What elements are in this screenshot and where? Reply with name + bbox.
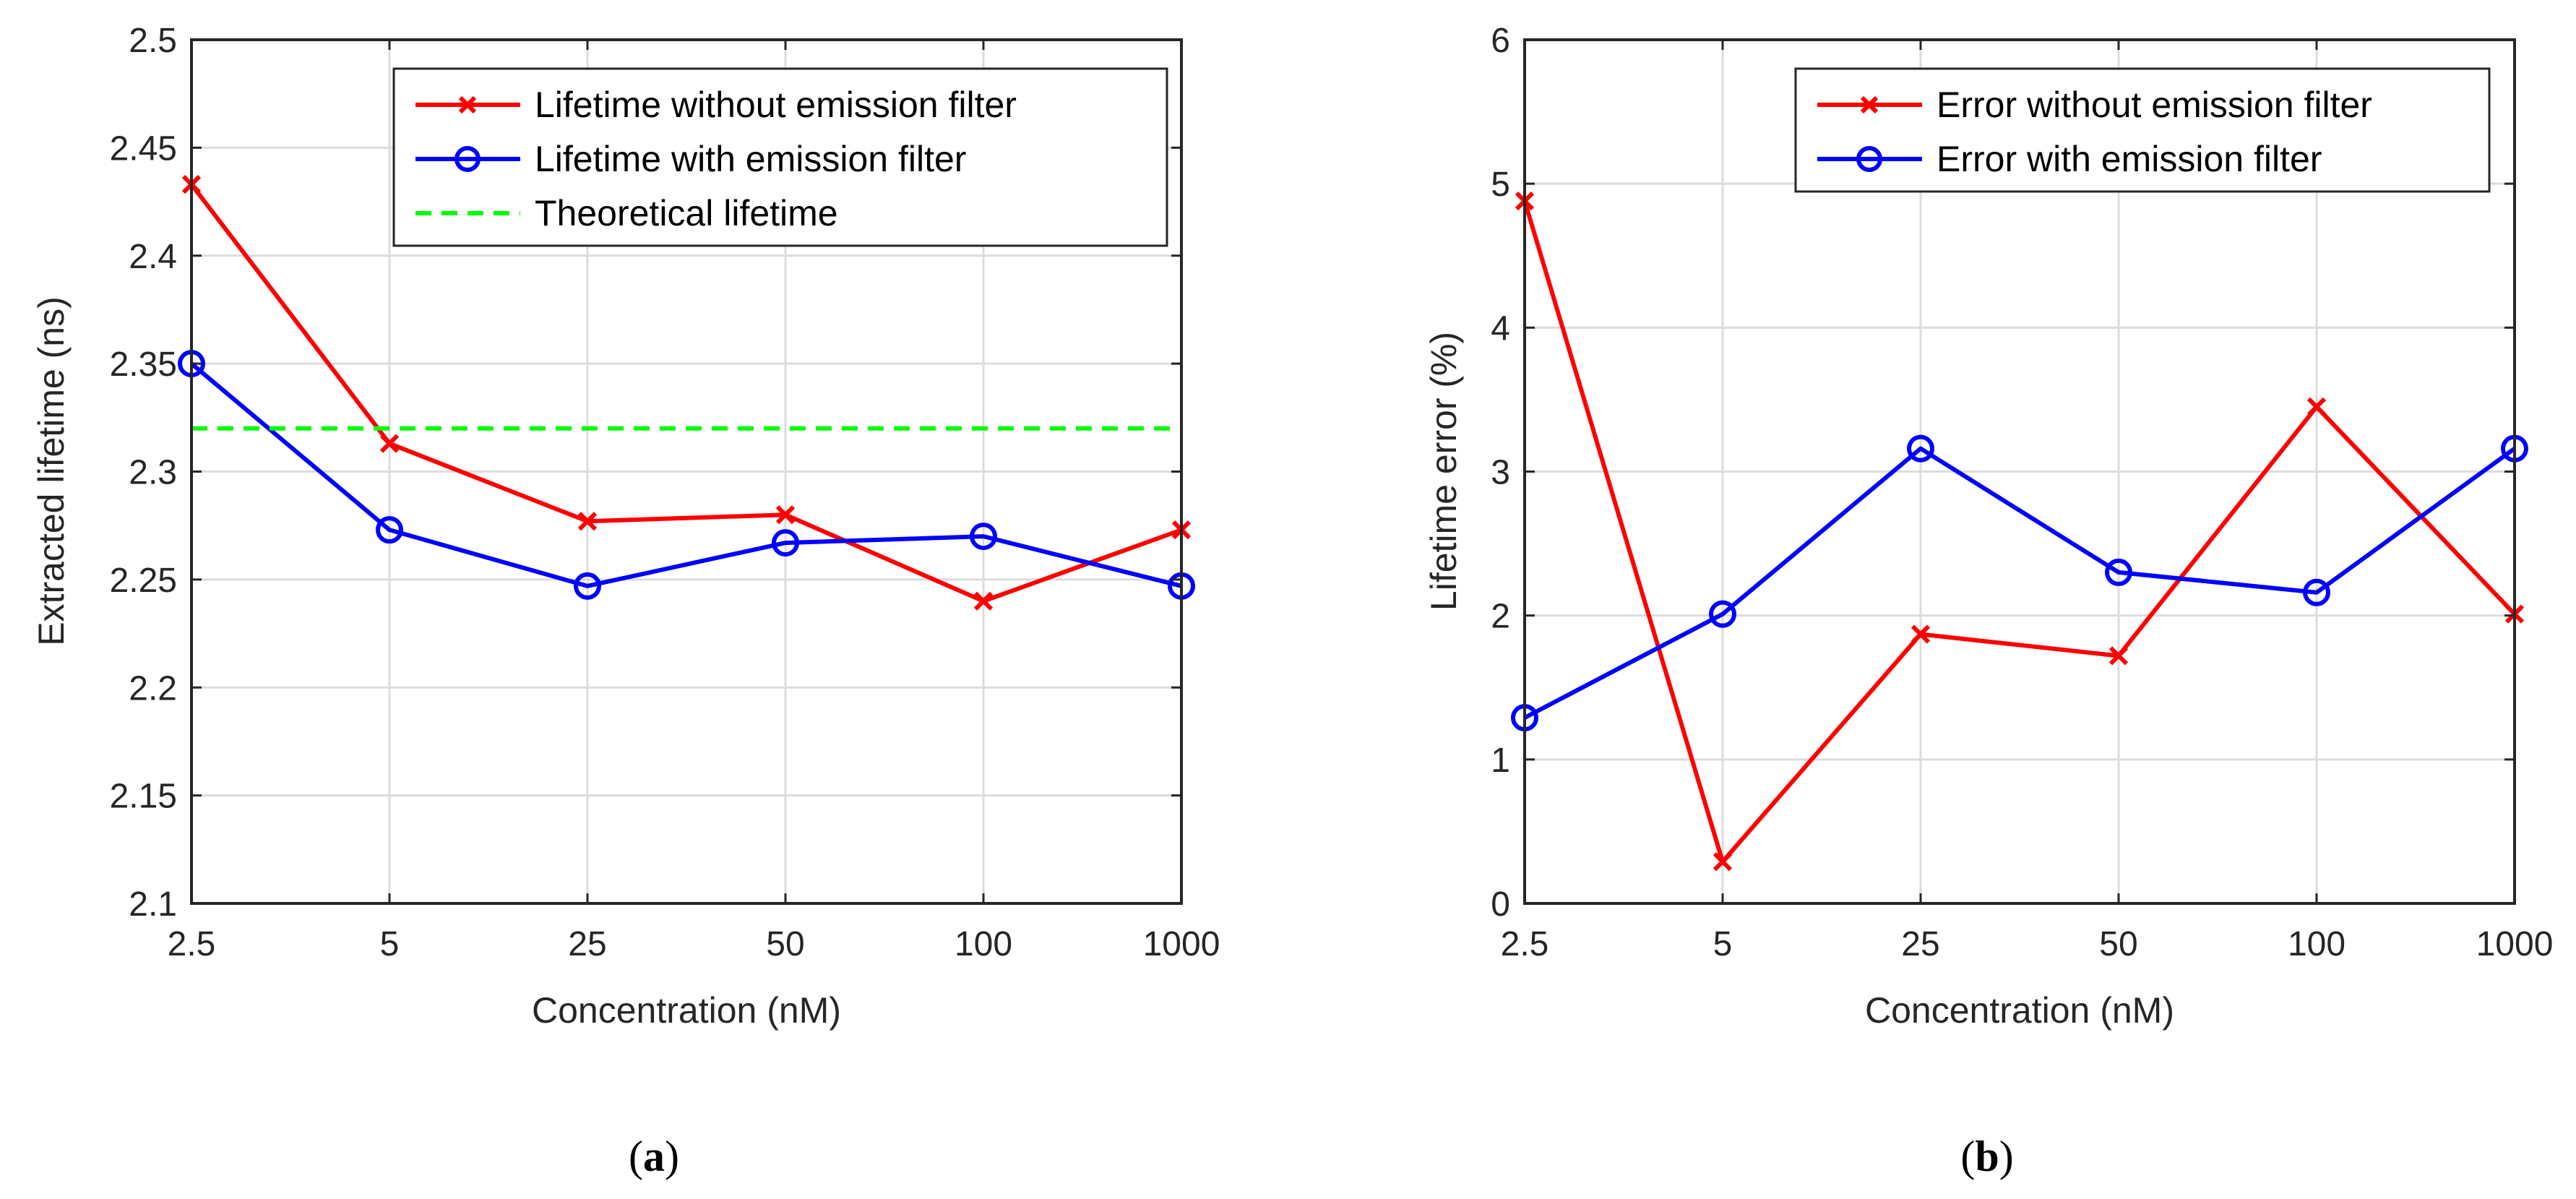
data-point-circle-a-1: [574, 572, 601, 600]
tick-labels-b: 2.5 5 25 50 100 1000 0 1 2 3 4 5 6: [1491, 22, 2553, 963]
y-tick-label-a: 2.25: [110, 562, 177, 600]
x-tick-label-a: 100: [955, 925, 1012, 963]
data-point-x-a-0: [775, 505, 796, 525]
y-tick-label-a: 2.15: [110, 778, 177, 816]
caption-letter-a: a: [643, 1133, 665, 1180]
data-point-circle-b-1: [1907, 434, 1934, 463]
legend-marker-circle-icon: [1856, 146, 1882, 172]
legend-a: Lifetime without emission filter Lifetim…: [392, 67, 1168, 247]
data-point-circle-a-1: [772, 529, 799, 557]
legend-label-b-0: Error without emission filter: [1937, 85, 2372, 125]
y-tick-label-a: 2.2: [129, 669, 177, 708]
data-point-x-b-0: [2108, 646, 2129, 666]
series-group-a: [178, 175, 1195, 611]
y-tick-label-a: 2.1: [129, 885, 177, 924]
data-point-x-a-0: [379, 434, 400, 453]
y-tick-label-b: 6: [1491, 22, 1510, 60]
tick-labels-a: 2.5 5 25 50 100 1000 2.1 2.15 2.2 2.25 2.3 2.35 2.4 2…: [110, 22, 1220, 963]
legend-marker-x-icon: [1860, 95, 1879, 114]
legend-marker-x-icon: [458, 95, 477, 114]
data-point-circle-b-1: [2105, 558, 2132, 586]
y-tick-label-a: 2.35: [110, 345, 177, 384]
data-point-x-a-0: [577, 512, 598, 531]
y-tick-label-a: 2.3: [129, 454, 177, 492]
y-tick-label-b: 5: [1491, 166, 1510, 204]
panel-caption-a: (a): [629, 1133, 679, 1180]
series-line-a-0: [189, 183, 1183, 603]
data-point-x-b-0: [1713, 852, 1733, 872]
x-tick-label-b: 2.5: [1501, 925, 1549, 963]
x-axis-label-b: Concentration (nM): [1865, 990, 2174, 1031]
data-point-x-a-0: [973, 591, 994, 611]
series-group-b: [1511, 191, 2528, 872]
legend-marker-circle-icon: [455, 146, 481, 172]
legend-b: Error without emission filter Error with…: [1794, 67, 2491, 193]
x-axis-label-a: Concentration (nM): [532, 990, 841, 1031]
y-axis-label-a: Extracted lifetime (ns): [31, 296, 72, 645]
data-point-circle-a-1: [970, 523, 997, 551]
y-tick-label-a: 2.5: [129, 22, 177, 60]
series-line-b-0: [1522, 200, 2517, 864]
y-tick-label-b: 4: [1491, 309, 1510, 348]
chart-panel-b: 2.5 5 25 50 100 1000 0 1 2 3 4 5 6 Concentration (nM…: [1423, 22, 2553, 1180]
data-point-circle-b-1: [1709, 600, 1736, 628]
x-tick-label-b: 50: [2099, 925, 2137, 963]
data-point-circle-a-1: [376, 516, 403, 544]
y-tick-label-b: 3: [1491, 454, 1510, 492]
legend-label-b-1: Error with emission filter: [1937, 139, 2322, 179]
y-tick-label-b: 1: [1491, 742, 1510, 780]
x-tick-label-a: 5: [380, 925, 400, 963]
panel-caption-b: (b): [1960, 1133, 2013, 1180]
legend-box-a: [392, 67, 1168, 247]
y-tick-label-b: 0: [1491, 885, 1510, 924]
y-tick-label-a: 2.4: [129, 238, 177, 276]
legend-box-b: [1794, 67, 2491, 193]
x-tick-label-b: 100: [2288, 925, 2345, 963]
x-tick-label-b: 1000: [2476, 925, 2554, 963]
x-tick-label-a: 2.5: [168, 925, 216, 963]
legend-label-a-2: Theoretical lifetime: [535, 193, 838, 233]
chart-panel-a: 2.5 5 25 50 100 1000 2.1 2.15 2.2 2.25 2.3 2.35 2.4 2…: [31, 22, 1220, 1180]
series-line-b-1: [1523, 446, 2516, 720]
x-tick-label-b: 5: [1713, 925, 1733, 963]
x-tick-label-a: 1000: [1143, 925, 1220, 963]
x-tick-label-a: 50: [766, 925, 804, 963]
y-tick-label-a: 2.45: [110, 129, 177, 168]
x-tick-label-b: 25: [1901, 925, 1939, 963]
series-line-a-1: [190, 361, 1182, 588]
data-point-x-b-0: [1911, 624, 1931, 644]
y-axis-label-b: Lifetime error (%): [1423, 332, 1464, 611]
legend-label-a-0: Lifetime without emission filter: [535, 85, 1017, 125]
caption-letter-b: b: [1975, 1133, 1999, 1180]
data-point-circle-b-1: [2303, 578, 2330, 606]
legend-label-a-1: Lifetime with emission filter: [535, 139, 966, 179]
x-tick-label-a: 25: [568, 925, 606, 963]
y-tick-label-b: 2: [1491, 598, 1510, 636]
data-point-x-b-0: [2306, 397, 2327, 416]
